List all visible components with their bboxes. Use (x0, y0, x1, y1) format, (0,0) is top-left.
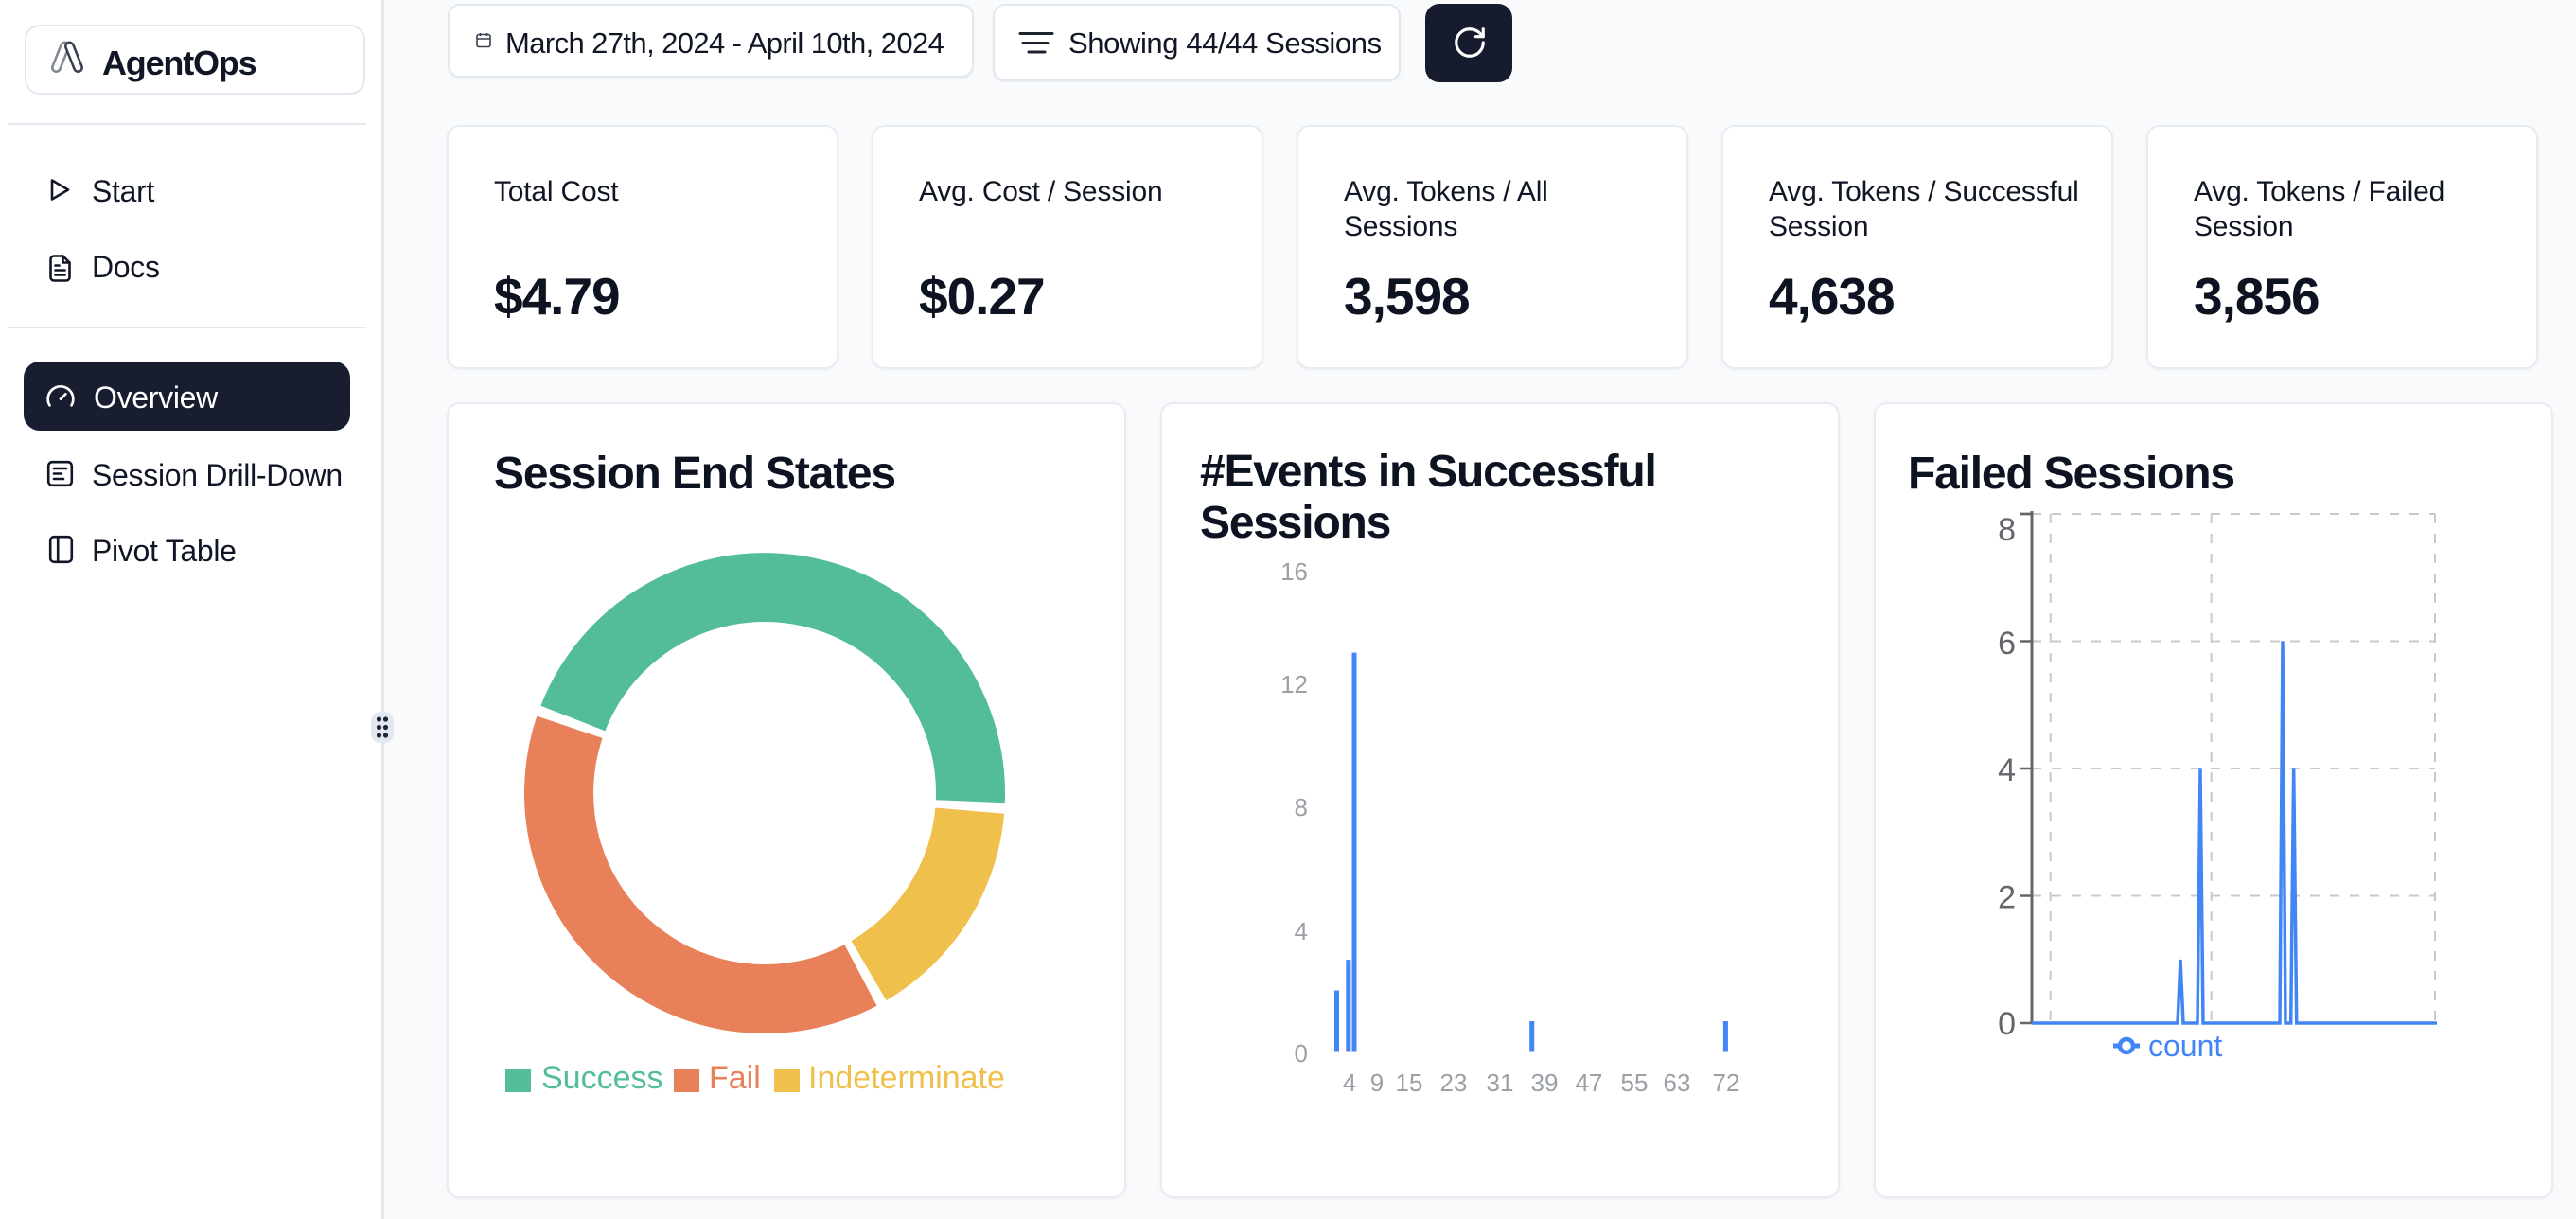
svg-text:Indeterminate: Indeterminate (808, 1060, 1005, 1096)
svg-text:count: count (2148, 1029, 2222, 1063)
svg-text:63: 63 (1664, 1069, 1691, 1097)
svg-text:4: 4 (1295, 917, 1308, 945)
svg-text:39: 39 (1531, 1069, 1559, 1097)
svg-text:15: 15 (1396, 1069, 1423, 1097)
svg-text:0: 0 (1295, 1039, 1308, 1068)
svg-text:9: 9 (1370, 1069, 1384, 1097)
svg-text:8: 8 (1295, 793, 1308, 822)
svg-text:6: 6 (1998, 626, 2016, 662)
svg-text:55: 55 (1621, 1069, 1649, 1097)
svg-text:4: 4 (1343, 1069, 1356, 1097)
svg-text:4: 4 (1998, 752, 2016, 788)
svg-text:23: 23 (1440, 1069, 1468, 1097)
svg-text:Success: Success (541, 1060, 663, 1096)
svg-text:72: 72 (1713, 1069, 1740, 1097)
svg-text:31: 31 (1487, 1069, 1514, 1097)
svg-text:2: 2 (1998, 880, 2016, 916)
svg-text:8: 8 (1998, 512, 2016, 548)
svg-text:12: 12 (1280, 670, 1308, 698)
svg-text:0: 0 (1998, 1006, 2016, 1042)
svg-text:16: 16 (1280, 557, 1308, 586)
svg-text:Fail: Fail (709, 1060, 761, 1096)
svg-text:47: 47 (1576, 1069, 1603, 1097)
